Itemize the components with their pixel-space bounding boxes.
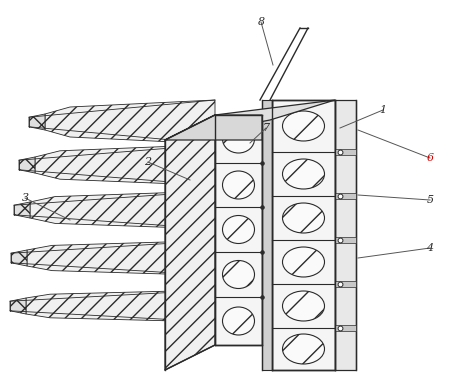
Text: 7: 7 xyxy=(262,123,269,133)
Ellipse shape xyxy=(282,334,324,364)
Polygon shape xyxy=(19,157,35,173)
Ellipse shape xyxy=(282,203,324,233)
Polygon shape xyxy=(14,202,30,218)
Polygon shape xyxy=(165,115,214,370)
Ellipse shape xyxy=(222,261,254,288)
Polygon shape xyxy=(334,193,355,199)
Ellipse shape xyxy=(222,307,254,335)
Ellipse shape xyxy=(222,171,254,199)
Ellipse shape xyxy=(282,247,324,277)
Polygon shape xyxy=(27,241,214,276)
Polygon shape xyxy=(29,114,45,130)
Text: 8: 8 xyxy=(257,17,264,27)
Polygon shape xyxy=(30,191,214,229)
Polygon shape xyxy=(26,290,214,322)
Polygon shape xyxy=(334,325,355,331)
Text: 6: 6 xyxy=(425,153,432,163)
Polygon shape xyxy=(262,100,271,370)
Ellipse shape xyxy=(282,111,324,141)
Polygon shape xyxy=(214,115,262,345)
Polygon shape xyxy=(334,100,355,370)
Ellipse shape xyxy=(282,159,324,189)
Ellipse shape xyxy=(222,125,254,153)
Polygon shape xyxy=(35,144,214,185)
Polygon shape xyxy=(334,149,355,155)
Polygon shape xyxy=(11,250,27,266)
Text: 2: 2 xyxy=(144,157,151,167)
Text: 5: 5 xyxy=(425,195,432,205)
Ellipse shape xyxy=(222,215,254,244)
Text: 3: 3 xyxy=(21,193,29,203)
Polygon shape xyxy=(334,237,355,243)
Polygon shape xyxy=(10,298,26,314)
Polygon shape xyxy=(334,281,355,287)
Text: 4: 4 xyxy=(425,243,432,253)
Ellipse shape xyxy=(282,291,324,321)
Polygon shape xyxy=(271,100,334,370)
Text: 1: 1 xyxy=(379,105,386,115)
Polygon shape xyxy=(165,100,334,140)
Polygon shape xyxy=(45,100,214,144)
Polygon shape xyxy=(165,115,262,140)
